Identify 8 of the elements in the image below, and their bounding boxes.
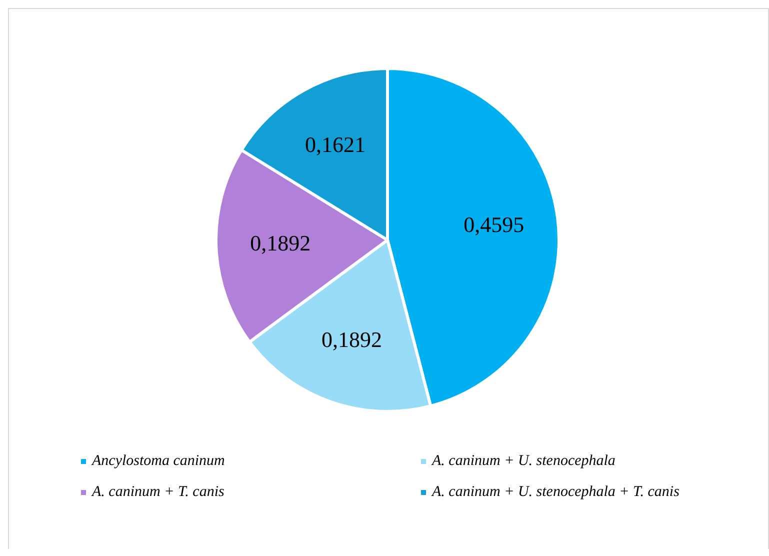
legend-label: A. caninum + T. canis xyxy=(92,484,224,501)
data-label: 0,1621 xyxy=(304,132,366,158)
data-label: 0,1892 xyxy=(322,326,382,352)
legend-label: A. caninum + U. stenocephala + T. canis xyxy=(432,484,680,501)
data-label: 0,1892 xyxy=(250,230,311,256)
legend-label: A. caninum + U. stenocephala xyxy=(432,453,616,470)
data-label: 0,4595 xyxy=(464,212,524,238)
legend-label: Ancylostoma caninum xyxy=(92,453,225,470)
